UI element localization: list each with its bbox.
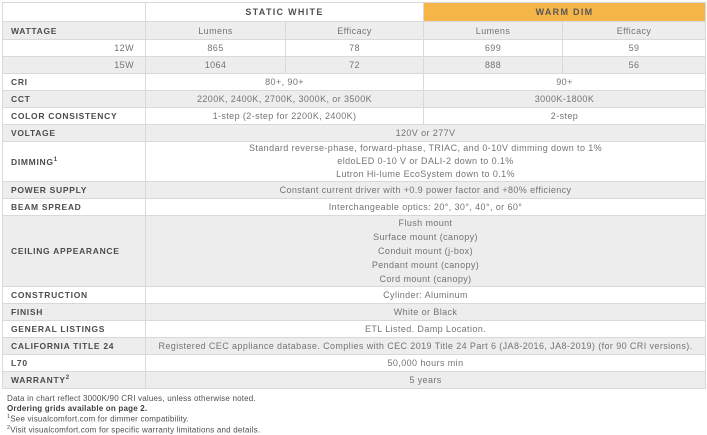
footnote-warranty: 2Visit visualcomfort.com for specific wa… [7,424,707,435]
row-label: VOLTAGE [2,124,146,142]
spec-value: 5 years [144,371,707,389]
footnote-ordering: Ordering grids available on page 2. [7,403,148,413]
spec-table: STATIC WHITE WARM DIM WATTAGE Lumens Eff… [2,2,707,389]
row-label: FINISH [2,303,146,321]
table-row-l70: L70 50,000 hours min [2,354,707,372]
spec-value: 72 [284,56,425,74]
spec-line: Conduit mount (j-box) [378,246,473,256]
spec-line: Cord mount (canopy) [379,274,472,284]
table-row-dimming: DIMMING1 Standard reverse-phase, forward… [2,141,707,182]
table-row-cri: CRI 80+, 90+ 90+ [2,73,707,91]
row-label: L70 [2,354,146,372]
spec-value: 888 [423,56,564,74]
row-label-text: WARRANTY [11,375,66,385]
table-row-general-listings: GENERAL LISTINGS ETL Listed. Damp Locati… [2,320,707,338]
footnote-text: See visualcomfort.com for dimmer compati… [10,414,189,424]
row-label: COLOR CONSISTENCY [2,107,146,125]
spec-value: Registered CEC appliance database. Compl… [144,337,707,355]
footnote-marker: 1 [53,156,58,163]
row-label: CRI [2,73,146,91]
row-label: BEAM SPREAD [2,198,146,216]
table-row-california-title-24: CALIFORNIA TITLE 24 Registered CEC appli… [2,337,707,355]
spec-value: Constant current driver with +0.9 power … [144,181,707,199]
row-label: POWER SUPPLY [2,181,146,199]
row-label: CCT [2,90,146,108]
table-row-15w: 15W 1064 72 888 56 [2,56,707,74]
spec-value: 699 [423,39,564,57]
row-label: WARRANTY2 [2,371,146,389]
column-header-efficacy-sw: Efficacy [284,21,425,40]
footnote-text: Visit visualcomfort.com for specific war… [10,425,261,435]
spec-line: Pendant mount (canopy) [371,260,480,270]
static-white-header: STATIC WHITE [144,2,425,22]
spec-value: 56 [562,56,707,74]
corner-cell [2,2,146,22]
column-header-lumens-sw: Lumens [145,21,286,40]
footnote-data: Data in chart reflect 3000K/90 CRI value… [7,394,256,403]
footnote-marker: 1 [7,414,11,420]
row-label: GENERAL LISTINGS [2,320,146,338]
footnote-dimmer: 1See visualcomfort.com for dimmer compat… [7,413,707,424]
spec-value: 1-step (2-step for 2200K, 2400K) [144,107,425,125]
spec-value: Flush mount Surface mount (canopy) Condu… [144,215,707,287]
warm-dim-header: WARM DIM [423,2,707,22]
footnotes: Data in chart reflect 3000K/90 CRI value… [7,394,707,435]
spec-value: 1064 [145,56,286,74]
spec-line: Flush mount [398,218,453,228]
spec-value: Standard reverse-phase, forward-phase, T… [144,141,707,182]
spec-value: 80+, 90+ [144,73,425,91]
table-row-wattage-header: WATTAGE Lumens Efficacy Lumens Efficacy [2,21,707,40]
spec-value: 2200K, 2400K, 2700K, 3000K, or 3500K [144,90,425,108]
table-row-beam-spread: BEAM SPREAD Interchangeable optics: 20°,… [2,198,707,216]
spec-line: eldoLED 0-10 V or DALI-2 down to 0.1% [337,156,514,166]
spec-line: Standard reverse-phase, forward-phase, T… [248,143,603,153]
footnote-marker: 2 [65,375,70,382]
table-row-power-supply: POWER SUPPLY Constant current driver wit… [2,181,707,199]
column-header-lumens-wd: Lumens [423,21,564,40]
table-row-color-consistency: COLOR CONSISTENCY 1-step (2-step for 220… [2,107,707,125]
table-row-finish: FINISH White or Black [2,303,707,321]
spec-value: Cylinder: Aluminum [144,286,707,304]
row-label: CEILING APPEARANCE [2,215,146,287]
row-label: CALIFORNIA TITLE 24 [2,337,146,355]
spec-value: 865 [145,39,286,57]
spec-value: Interchangeable optics: 20°, 30°, 40°, o… [144,198,707,216]
row-label-wattage: WATTAGE [2,21,146,40]
wattage-cell: 12W [2,39,146,57]
spec-value: ETL Listed. Damp Location. [144,320,707,338]
spec-value: 59 [562,39,707,57]
row-label: CONSTRUCTION [2,286,146,304]
column-header-efficacy-wd: Efficacy [562,21,707,40]
spec-line: Surface mount (canopy) [373,232,478,242]
spec-value: 120V or 277V [144,124,707,142]
spec-value: 2-step [423,107,707,125]
row-label-text: DIMMING [11,156,54,167]
table-row-construction: CONSTRUCTION Cylinder: Aluminum [2,286,707,304]
table-row-voltage: VOLTAGE 120V or 277V [2,124,707,142]
table-row-ceiling-appearance: CEILING APPEARANCE Flush mount Surface m… [2,215,707,287]
table-row-12w: 12W 865 78 699 59 [2,39,707,57]
table-row-cct: CCT 2200K, 2400K, 2700K, 3000K, or 3500K… [2,90,707,108]
row-label: DIMMING1 [2,141,146,182]
spec-value: White or Black [144,303,707,321]
spec-value: 50,000 hours min [144,354,707,372]
spec-line: Lutron Hi-lume EcoSystem down to 0.1% [336,169,515,179]
table-row-warranty: WARRANTY2 5 years [2,371,707,389]
table-row-header: STATIC WHITE WARM DIM [2,2,707,22]
spec-value: 3000K-1800K [423,90,707,108]
spec-value: 78 [284,39,425,57]
spec-value: 90+ [423,73,707,91]
wattage-cell: 15W [2,56,146,74]
